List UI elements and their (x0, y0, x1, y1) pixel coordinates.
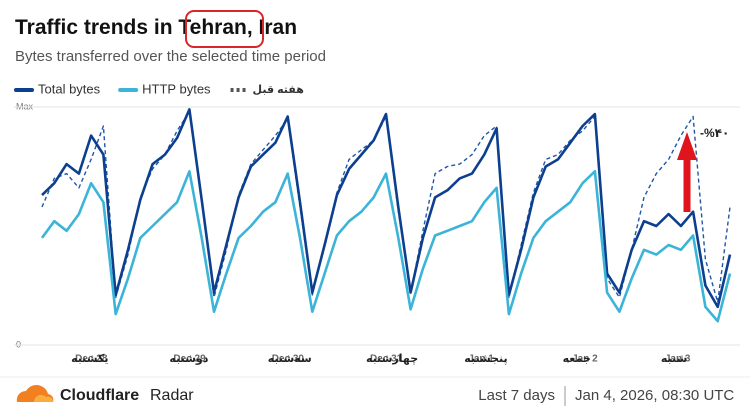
title-part: Traffic trends in (15, 16, 178, 39)
x-day-label: سه‌شنبه (268, 353, 312, 365)
title-part: , Iran (247, 16, 297, 39)
legend-label: HTTP bytes (142, 81, 211, 96)
y-tick-label: Max (16, 101, 34, 111)
cloudflare-logo (16, 385, 54, 402)
x-tick-label: Dec 29 (173, 354, 206, 365)
legend-label: Total bytes (38, 81, 101, 96)
legend-label: هفته قبل (253, 84, 304, 96)
legend: Total bytes HTTP bytes هفته قبل (14, 81, 304, 96)
x-day-label: پنجشنبه (464, 353, 507, 365)
chart-subtitle: Bytes transferred over the selected time… (15, 48, 326, 65)
x-day-label: جمعه (563, 353, 591, 365)
x-day-label: شنبه (661, 353, 687, 365)
x-day-label: دوشنبه (169, 353, 208, 365)
title-highlight: Tehran (178, 16, 246, 39)
x-day-label: یکشنبه (71, 353, 108, 365)
x-tick-label: Jan 1 (468, 354, 494, 365)
legend-item: هفته قبل (230, 84, 304, 96)
brand-name: Cloudflare (60, 387, 139, 404)
x-tick-label: Jan 3 (665, 354, 691, 365)
series-line (41, 111, 731, 303)
x-tick-label: Dec 28 (75, 354, 108, 365)
timestamp: Jan 4, 2026, 08:30 UTC (575, 387, 734, 404)
legend-item: HTTP bytes (118, 81, 211, 96)
chart-title: Traffic trends in Tehran, Iran (15, 16, 297, 39)
product-name: Radar (150, 387, 194, 404)
annotation: -%۴۰ (700, 126, 729, 140)
x-tick-label: , Jan 2 (567, 354, 599, 365)
time-range: Last 7 days (478, 387, 555, 404)
x-tick-label: Dec 30 (272, 354, 305, 365)
series-line (41, 108, 732, 309)
x-tick-label: Dec 31 (370, 354, 403, 365)
highlight-circle (185, 10, 264, 48)
legend-item: Total bytes (14, 81, 101, 96)
annotation-arrow-head (677, 132, 697, 160)
x-day-label: چهارشنبه (366, 353, 418, 365)
y-tick-label: 0 (16, 339, 21, 349)
series-line (40, 170, 732, 323)
